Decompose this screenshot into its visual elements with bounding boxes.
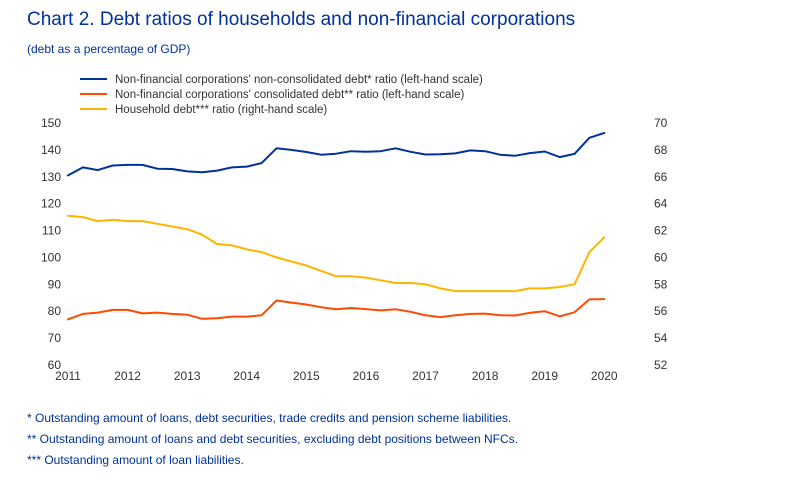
chart-subtitle: (debt as a percentage of GDP) <box>27 42 191 56</box>
legend-label: Non-financial corporations' non-consolid… <box>115 74 483 86</box>
x-axis-tick-label: 2014 <box>233 369 260 383</box>
right-axis-tick-label: 64 <box>654 197 668 211</box>
right-axis-tick-label: 70 <box>654 116 668 130</box>
series-line <box>67 298 606 321</box>
legend-label: Non-financial corporations' consolidated… <box>115 89 464 101</box>
chart-title: Chart 2. Debt ratios of households and n… <box>27 9 576 30</box>
series-lines <box>67 131 606 321</box>
left-axis-tick-label: 120 <box>41 197 61 211</box>
left-axis-tick-label: 70 <box>48 331 62 345</box>
left-axis-tick-label: 90 <box>48 277 62 291</box>
left-axis-tick-label: 80 <box>48 304 62 318</box>
left-axis: 60 70 80 90 100 110 120 130 140 150 <box>41 116 61 372</box>
right-axis: 52 54 56 58 60 62 64 66 68 70 <box>654 116 668 372</box>
line-chart: Non-financial corporations' non-consolid… <box>41 74 668 383</box>
x-axis-tick-label: 2019 <box>531 369 558 383</box>
x-axis-tick-label: 2016 <box>353 369 380 383</box>
right-axis-tick-label: 66 <box>654 170 668 184</box>
right-axis-tick-label: 62 <box>654 224 668 238</box>
left-axis-tick-label: 100 <box>41 250 61 264</box>
x-axis-tick-label: 2020 <box>591 369 618 383</box>
footnote-1: * Outstanding amount of loans, debt secu… <box>27 411 512 425</box>
series-line <box>67 131 606 177</box>
series-line <box>67 214 606 293</box>
right-axis-tick-label: 52 <box>654 358 668 372</box>
left-axis-tick-label: 140 <box>41 143 61 157</box>
left-axis-tick-label: 130 <box>41 170 61 184</box>
left-axis-tick-label: 110 <box>42 224 61 238</box>
x-axis-tick-label: 2015 <box>293 369 320 383</box>
x-axis-tick-label: 2018 <box>472 369 499 383</box>
legend: Non-financial corporations' non-consolid… <box>80 74 483 116</box>
right-axis-tick-label: 60 <box>654 250 668 264</box>
left-axis-tick-label: 60 <box>48 358 62 372</box>
right-axis-tick-label: 58 <box>654 277 668 291</box>
footnote-3: *** Outstanding amount of loan liabiliti… <box>27 453 244 467</box>
x-axis: 2011 2012 2013 2014 2015 2016 2017 2018 2019 2020 <box>55 369 618 383</box>
x-axis-tick-label: 2013 <box>174 369 201 383</box>
right-axis-tick-label: 56 <box>654 304 668 318</box>
legend-label: Household debt*** ratio (right-hand scal… <box>115 104 327 116</box>
footnotes: * Outstanding amount of loans, debt secu… <box>27 408 518 471</box>
footnote-2: ** Outstanding amount of loans and debt … <box>27 432 518 446</box>
x-axis-tick-label: 2011 <box>55 369 81 383</box>
right-axis-tick-label: 68 <box>654 143 668 157</box>
x-axis-tick-label: 2017 <box>412 369 439 383</box>
right-axis-tick-label: 54 <box>654 331 668 345</box>
left-axis-tick-label: 150 <box>41 116 61 130</box>
x-axis-tick-label: 2012 <box>114 369 141 383</box>
